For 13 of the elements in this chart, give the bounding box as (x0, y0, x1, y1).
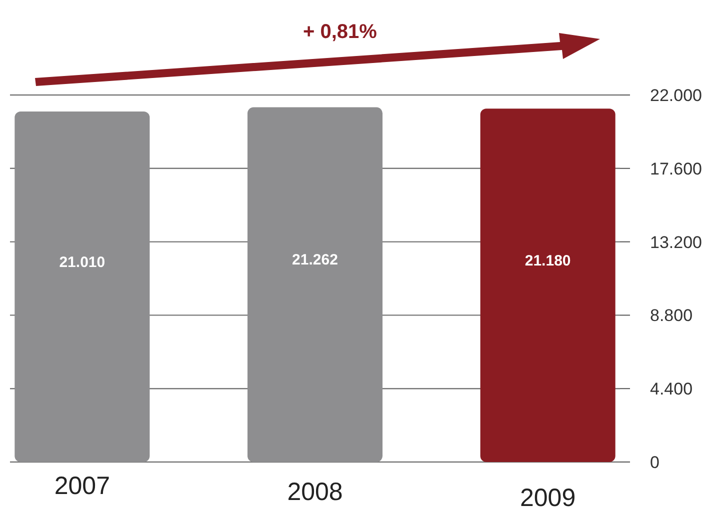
text: + 0,81% (303, 21, 378, 43)
y-tick-label: 8.800 (650, 306, 693, 326)
y-tick-label: 0 (650, 453, 660, 472)
y-tick-label: 4.400 (650, 380, 693, 399)
x-tick-label: 2007 (54, 472, 110, 500)
x-tick-label: 2009 (520, 484, 576, 508)
y-tick-label: 13.200 (650, 232, 702, 252)
data-label: 21.262 (292, 252, 338, 269)
y-tick-label: 17.600 (650, 159, 702, 178)
y-tick-label: 22.000 (650, 86, 702, 105)
data-label: 21.180 (524, 252, 571, 270)
data-label: 21.010 (59, 254, 106, 271)
x-tick-label: 2008 (287, 478, 343, 506)
